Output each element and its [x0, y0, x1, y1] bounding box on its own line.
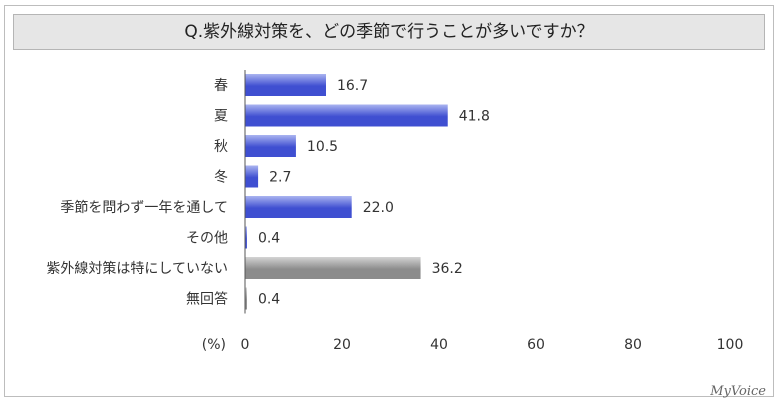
bar-6	[245, 257, 421, 279]
x-axis-unit-label: (%)	[202, 337, 226, 353]
category-label: 夏	[214, 109, 228, 125]
chart-frame: Q.紫外線対策を、どの季節で行うことが多いですか？	[4, 5, 774, 397]
category-label: 紫外線対策は特にしていない	[46, 260, 228, 277]
category-label: 無回答	[186, 291, 228, 308]
value-label: 0.4	[258, 292, 280, 308]
value-label: 36.2	[432, 261, 463, 277]
x-tick-label: 20	[333, 337, 351, 353]
chart-title: Q.紫外線対策を、どの季節で行うことが多いですか？	[13, 14, 765, 50]
category-label: 冬	[214, 170, 228, 186]
x-tick-label: 100	[717, 337, 744, 353]
bar-7	[245, 287, 247, 310]
category-label: 春	[214, 78, 228, 94]
myvoice-logo: MyVoice	[710, 384, 766, 399]
x-tick-label: 60	[527, 337, 545, 353]
value-label: 10.5	[307, 139, 338, 155]
category-label: 季節を問わず一年を通して	[60, 199, 228, 216]
bar-4	[245, 196, 352, 218]
value-label: 0.4	[258, 231, 280, 247]
value-label: 41.8	[459, 109, 490, 125]
bar-2	[245, 135, 296, 157]
category-label: その他	[186, 231, 228, 247]
bar-3	[245, 165, 259, 188]
x-tick-label: 40	[430, 337, 448, 353]
value-label: 22.0	[363, 200, 394, 216]
x-tick-label: 80	[624, 337, 642, 353]
value-label: 2.7	[269, 170, 291, 186]
bar-0	[245, 74, 326, 96]
category-label: 秋	[214, 139, 228, 155]
value-label: 16.7	[337, 78, 368, 94]
bar-1	[245, 104, 448, 127]
bar-5	[245, 226, 247, 249]
x-tick-label: 0	[241, 337, 250, 353]
